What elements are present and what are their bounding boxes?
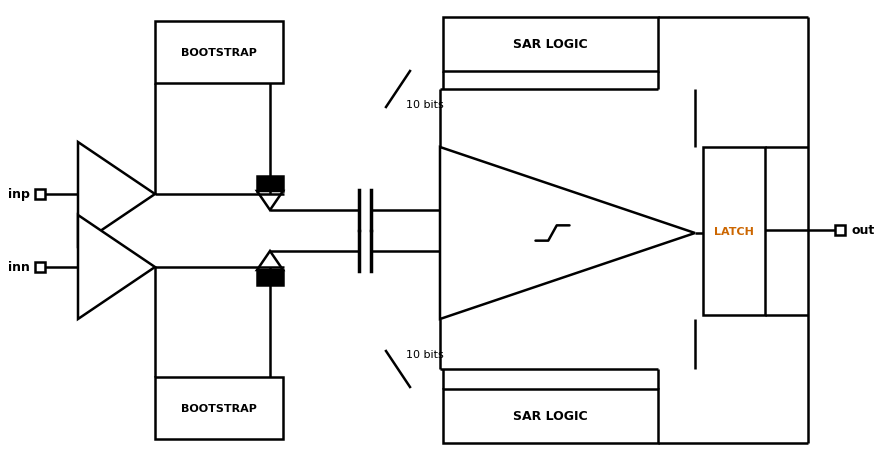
Bar [835,225,845,236]
Bar [155,377,283,439]
Bar [443,389,658,443]
Text: SAR LOGIC: SAR LOGIC [513,410,588,423]
Bar [703,148,765,315]
Polygon shape [257,251,283,270]
Text: SAR LOGIC: SAR LOGIC [513,38,588,51]
Bar [257,270,283,285]
Text: inp: inp [8,188,30,201]
Polygon shape [78,216,155,319]
Text: BOOTSTRAP: BOOTSTRAP [181,403,257,413]
Text: inn: inn [8,261,30,274]
Bar [155,22,283,84]
Bar [35,263,45,272]
Polygon shape [78,143,155,246]
Bar [443,18,658,72]
Bar [35,189,45,200]
Bar [257,176,283,192]
Text: 10 bits: 10 bits [406,349,444,359]
Text: BOOTSTRAP: BOOTSTRAP [181,48,257,58]
Text: 10 bits: 10 bits [406,100,444,110]
Polygon shape [440,148,695,319]
Polygon shape [257,192,283,211]
Text: out: out [852,224,875,237]
Text: LATCH: LATCH [714,226,754,237]
